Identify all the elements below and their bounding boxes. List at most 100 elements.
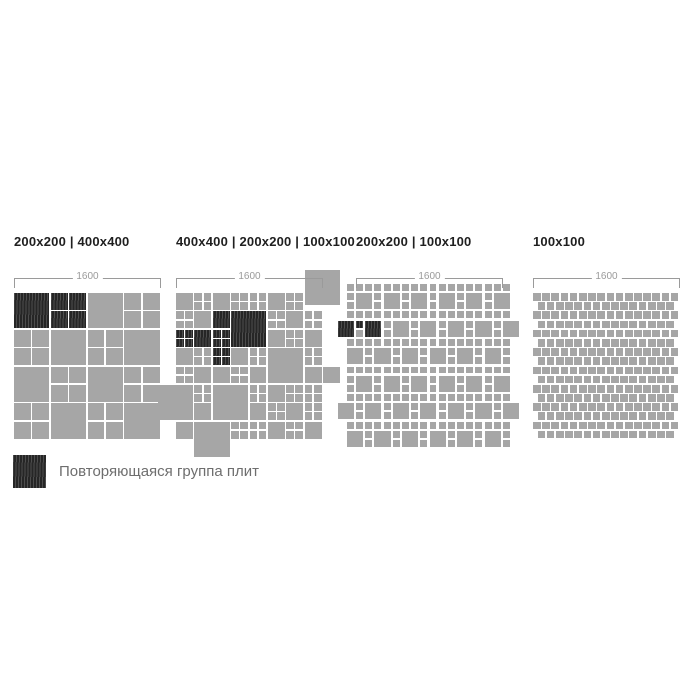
tile bbox=[124, 384, 142, 402]
tile bbox=[401, 384, 409, 392]
tile bbox=[346, 283, 354, 291]
tile bbox=[365, 421, 373, 429]
tile bbox=[592, 357, 601, 365]
tile bbox=[583, 320, 592, 329]
tile bbox=[652, 348, 661, 356]
tile bbox=[365, 348, 373, 356]
repeat-group-tile bbox=[212, 329, 221, 338]
repeat-group-tile bbox=[176, 338, 184, 347]
tile bbox=[661, 348, 670, 356]
tile bbox=[304, 348, 313, 356]
tile bbox=[606, 403, 615, 411]
tile bbox=[429, 348, 446, 365]
tile bbox=[624, 348, 633, 356]
tile bbox=[346, 338, 354, 346]
tile bbox=[546, 375, 555, 384]
tile bbox=[629, 394, 638, 402]
tile bbox=[484, 311, 492, 319]
tile bbox=[583, 302, 592, 310]
tile bbox=[267, 403, 276, 412]
tile bbox=[194, 302, 203, 310]
tile bbox=[634, 366, 642, 375]
tile bbox=[258, 357, 267, 366]
tile bbox=[493, 366, 501, 374]
tile bbox=[267, 329, 285, 347]
tile bbox=[356, 375, 373, 392]
tile bbox=[493, 412, 501, 420]
tile bbox=[657, 357, 665, 365]
tile bbox=[606, 421, 615, 430]
tile bbox=[475, 357, 483, 365]
panel-pattern-100x100: 100x100 1600 bbox=[533, 230, 680, 490]
tile bbox=[601, 394, 610, 402]
tile bbox=[411, 394, 419, 402]
tile bbox=[32, 421, 50, 439]
tile bbox=[574, 320, 583, 329]
tile bbox=[383, 311, 391, 319]
tile bbox=[493, 394, 501, 402]
tile bbox=[533, 293, 541, 301]
tile bbox=[493, 421, 501, 429]
tile bbox=[503, 357, 510, 365]
tile bbox=[401, 338, 409, 346]
tile bbox=[411, 338, 419, 346]
tile bbox=[484, 421, 492, 429]
repeat-group-tile bbox=[337, 320, 354, 337]
tile bbox=[267, 412, 276, 421]
tile bbox=[346, 293, 354, 300]
tile bbox=[574, 430, 583, 439]
tile bbox=[392, 421, 400, 429]
tile bbox=[569, 403, 578, 411]
tile bbox=[249, 384, 258, 393]
tile bbox=[484, 375, 492, 383]
tile bbox=[661, 421, 670, 430]
tile bbox=[87, 421, 105, 439]
tile bbox=[411, 283, 419, 291]
tile bbox=[661, 403, 670, 411]
tile bbox=[634, 329, 642, 338]
tile bbox=[420, 430, 428, 438]
tile bbox=[624, 421, 633, 430]
tile bbox=[647, 357, 656, 365]
tile bbox=[588, 293, 596, 301]
tile bbox=[533, 421, 541, 430]
tile bbox=[374, 338, 382, 346]
tile bbox=[578, 293, 587, 301]
tile bbox=[493, 403, 501, 411]
tile bbox=[588, 421, 596, 430]
tile bbox=[438, 394, 446, 402]
tile bbox=[32, 348, 50, 366]
tile bbox=[295, 338, 304, 347]
tile bbox=[583, 338, 592, 347]
tile bbox=[240, 293, 249, 301]
tile bbox=[606, 329, 615, 338]
tile bbox=[267, 421, 285, 439]
tile bbox=[392, 283, 400, 291]
tile bbox=[574, 394, 583, 402]
tile bbox=[484, 338, 492, 346]
tile bbox=[203, 384, 212, 393]
dimension-indicator: 1600 bbox=[533, 271, 680, 288]
dimension-indicator: 1600 bbox=[176, 271, 323, 288]
tile bbox=[638, 302, 647, 310]
tile bbox=[647, 302, 656, 310]
tile bbox=[212, 384, 249, 421]
tile bbox=[176, 293, 193, 310]
tile bbox=[588, 329, 596, 338]
tile bbox=[615, 329, 624, 338]
tile bbox=[546, 338, 555, 347]
tile bbox=[555, 357, 564, 365]
tile bbox=[457, 430, 474, 447]
tile bbox=[597, 384, 605, 393]
tile bbox=[277, 311, 285, 320]
tile bbox=[374, 283, 382, 291]
tile bbox=[176, 311, 184, 320]
tile bbox=[484, 430, 501, 447]
tile bbox=[493, 311, 501, 319]
tile bbox=[624, 311, 633, 320]
tile bbox=[661, 366, 670, 375]
tile bbox=[583, 375, 592, 384]
dimension-tick-right bbox=[322, 278, 323, 288]
tile bbox=[565, 430, 573, 439]
dimension-indicator: 1600 bbox=[356, 271, 503, 288]
